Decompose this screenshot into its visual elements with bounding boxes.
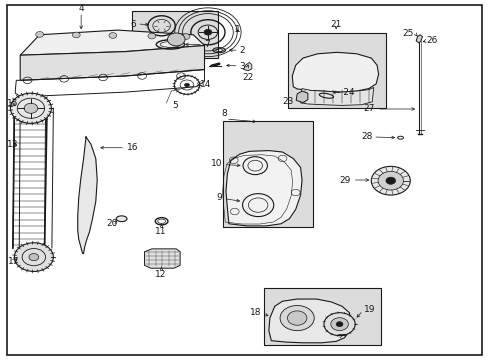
Circle shape xyxy=(36,32,43,37)
Text: 11: 11 xyxy=(155,227,166,236)
Text: 4: 4 xyxy=(78,4,84,13)
Circle shape xyxy=(184,83,189,87)
Bar xyxy=(132,12,217,58)
Circle shape xyxy=(10,93,51,123)
Circle shape xyxy=(24,103,38,113)
Text: 27: 27 xyxy=(363,104,374,113)
Text: 19: 19 xyxy=(363,305,375,314)
Ellipse shape xyxy=(116,216,127,222)
Polygon shape xyxy=(20,30,204,55)
Text: 25: 25 xyxy=(402,29,413,38)
Polygon shape xyxy=(300,87,373,105)
Bar xyxy=(222,121,312,226)
Text: 29: 29 xyxy=(339,176,350,185)
Text: 14: 14 xyxy=(199,81,211,90)
Text: 2: 2 xyxy=(239,46,245,55)
Polygon shape xyxy=(243,62,251,71)
Text: 9: 9 xyxy=(216,193,222,202)
Text: 3: 3 xyxy=(239,62,245,71)
Circle shape xyxy=(370,166,409,195)
Text: 5: 5 xyxy=(172,101,178,110)
Circle shape xyxy=(109,33,117,39)
Text: 7: 7 xyxy=(204,40,210,49)
Text: 28: 28 xyxy=(360,132,371,141)
Text: 21: 21 xyxy=(330,19,341,28)
Polygon shape xyxy=(225,150,302,226)
Bar xyxy=(264,288,380,345)
Circle shape xyxy=(335,321,342,327)
Text: 15: 15 xyxy=(6,99,18,108)
Text: 18: 18 xyxy=(249,308,261,317)
Text: 10: 10 xyxy=(211,159,222,168)
Text: 20: 20 xyxy=(106,219,117,228)
Circle shape xyxy=(330,318,347,330)
Text: 1: 1 xyxy=(234,25,240,34)
Circle shape xyxy=(14,243,53,271)
Circle shape xyxy=(72,32,80,38)
Circle shape xyxy=(385,177,395,184)
Bar xyxy=(288,33,385,108)
Polygon shape xyxy=(78,137,97,253)
Text: 8: 8 xyxy=(221,109,226,118)
Text: 6: 6 xyxy=(130,19,136,28)
Circle shape xyxy=(280,306,314,330)
Circle shape xyxy=(29,253,39,261)
Text: ← 24: ← 24 xyxy=(332,87,354,96)
Text: 16: 16 xyxy=(126,143,138,152)
Polygon shape xyxy=(268,299,350,343)
Circle shape xyxy=(324,313,354,336)
Text: 12: 12 xyxy=(155,270,166,279)
Circle shape xyxy=(148,33,156,39)
Circle shape xyxy=(377,171,403,190)
Polygon shape xyxy=(292,52,378,92)
Circle shape xyxy=(203,30,211,35)
Circle shape xyxy=(182,34,189,40)
Polygon shape xyxy=(415,35,422,43)
Text: 17: 17 xyxy=(8,257,20,266)
Polygon shape xyxy=(20,45,204,80)
Circle shape xyxy=(287,311,306,325)
Text: 22: 22 xyxy=(242,73,253,82)
Polygon shape xyxy=(144,249,180,268)
Text: 13: 13 xyxy=(6,140,18,149)
Circle shape xyxy=(167,33,184,46)
Text: 23: 23 xyxy=(281,96,293,105)
Text: 26: 26 xyxy=(425,36,436,45)
Polygon shape xyxy=(296,91,307,103)
